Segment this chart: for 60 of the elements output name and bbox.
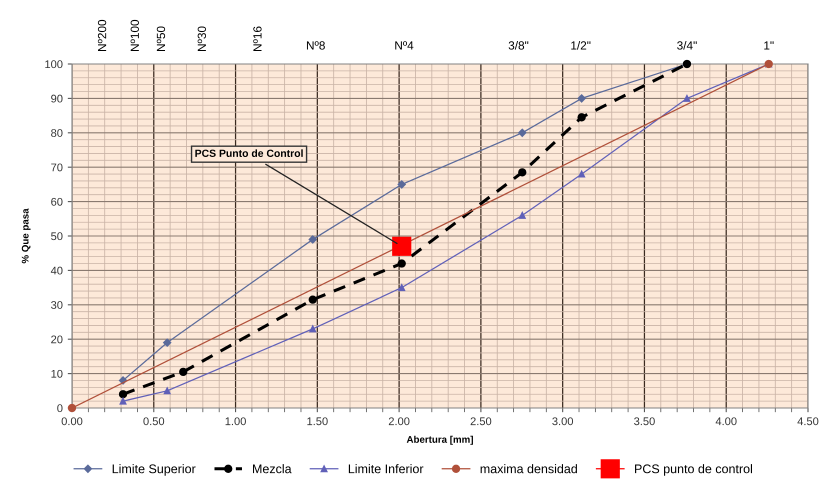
y-tick-label: 0 bbox=[57, 404, 63, 412]
x-tick-label: 2.00 bbox=[388, 417, 410, 426]
y-tick-label: 100 bbox=[45, 60, 63, 68]
text: 3/8" bbox=[508, 40, 528, 50]
y-tick-label: 80 bbox=[51, 129, 63, 137]
point bbox=[164, 387, 171, 394]
point bbox=[120, 398, 126, 405]
y-tick-label: 60 bbox=[51, 198, 63, 206]
text: Nº200 bbox=[98, 20, 106, 51]
x-tick-label: 1.00 bbox=[226, 417, 246, 426]
text: Nº50 bbox=[156, 26, 166, 51]
point bbox=[518, 128, 526, 137]
point bbox=[309, 325, 316, 332]
point bbox=[683, 94, 690, 102]
x-axis-title: Abertura [mm] bbox=[406, 436, 473, 445]
point bbox=[398, 259, 406, 268]
text: Nº8 bbox=[306, 41, 325, 50]
text: 3/4" bbox=[677, 40, 697, 50]
text: 1" bbox=[764, 41, 774, 50]
point bbox=[398, 180, 406, 189]
y-tick-label: 70 bbox=[51, 163, 63, 172]
x-tick-label: 0.50 bbox=[143, 417, 164, 426]
point bbox=[577, 113, 586, 122]
x-tick-label: 4.50 bbox=[797, 417, 818, 426]
point bbox=[578, 94, 586, 103]
y-tick-label: 30 bbox=[51, 301, 63, 309]
y-tick-label: 40 bbox=[50, 266, 63, 275]
point bbox=[308, 295, 317, 304]
y-axis-title: % Que pasa bbox=[22, 208, 31, 264]
y-tick-label: 20 bbox=[51, 335, 63, 344]
legend-label: maxima densidad bbox=[480, 464, 577, 474]
y-tick-label: 90 bbox=[51, 94, 63, 103]
legend-label: PCS punto de control bbox=[635, 464, 752, 476]
point bbox=[398, 284, 406, 292]
text: Nº30 bbox=[198, 26, 206, 51]
point bbox=[392, 236, 412, 256]
point bbox=[518, 212, 526, 219]
point bbox=[68, 404, 76, 412]
text: Nº4 bbox=[395, 41, 414, 50]
point bbox=[518, 168, 526, 177]
text: Nº16 bbox=[253, 26, 262, 51]
legend-label: Limite Superior bbox=[112, 464, 196, 476]
y-tick-label: 10 bbox=[51, 370, 63, 378]
x-tick-label: 0.00 bbox=[62, 417, 82, 426]
point bbox=[179, 368, 188, 376]
x-tick-label: 4.00 bbox=[716, 417, 737, 426]
x-tick-label: 2.50 bbox=[470, 417, 492, 426]
x-tick-label: 1.50 bbox=[307, 417, 328, 426]
point bbox=[163, 338, 172, 347]
point bbox=[578, 170, 586, 178]
annotation: PCS Punto de Control bbox=[195, 149, 303, 157]
legend-label: Mezcla bbox=[253, 464, 292, 474]
x-tick-label: 3.00 bbox=[552, 417, 574, 426]
text: 1/2" bbox=[571, 40, 590, 50]
legend-label: Limite Inferior bbox=[348, 464, 424, 474]
point bbox=[308, 235, 317, 244]
text: Nº100 bbox=[130, 20, 139, 51]
x-tick-label: 3.50 bbox=[634, 417, 655, 426]
point bbox=[118, 390, 128, 398]
y-tick-label: 50 bbox=[51, 232, 63, 240]
